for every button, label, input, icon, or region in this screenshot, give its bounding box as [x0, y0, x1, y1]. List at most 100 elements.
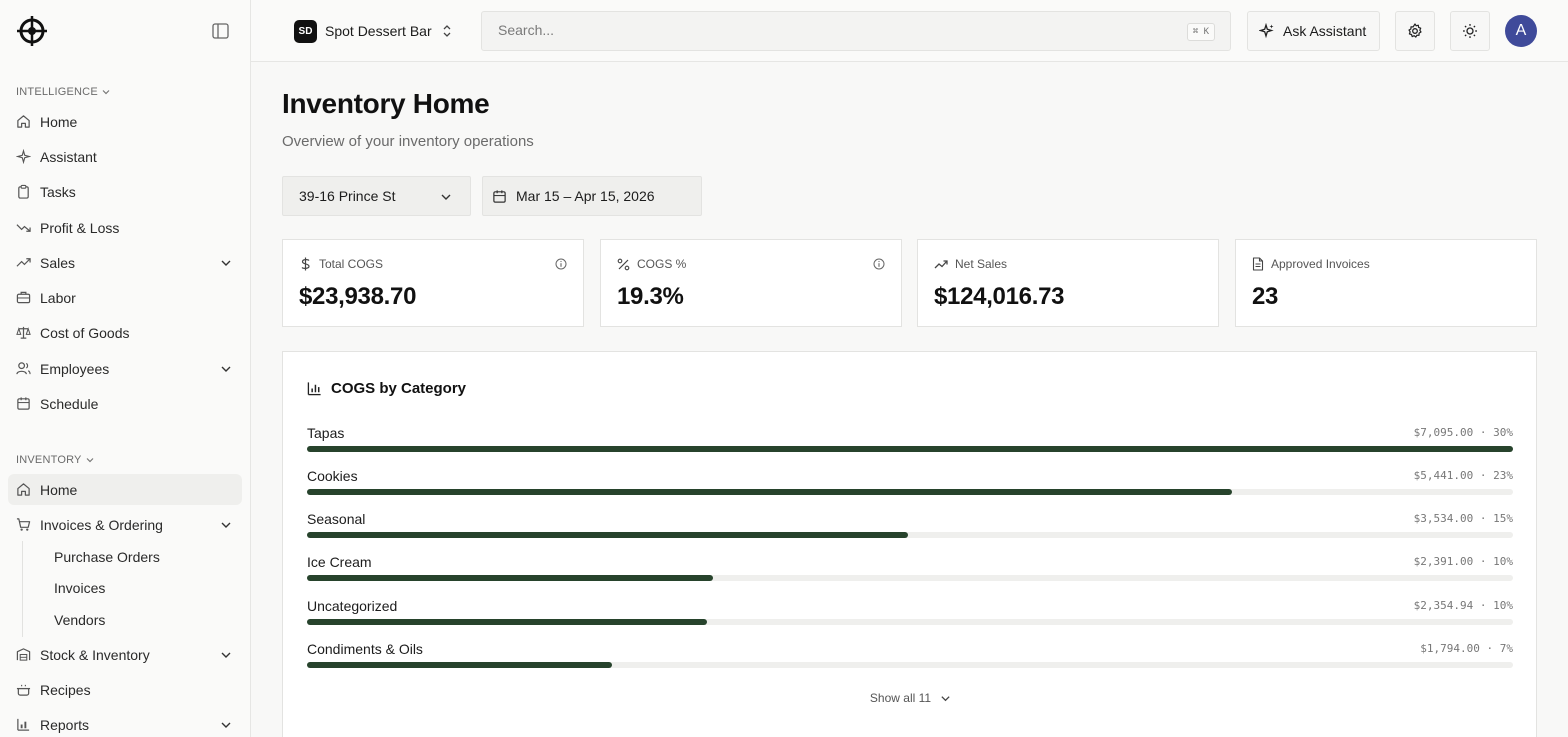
category-bar-fill	[307, 662, 613, 668]
category-bar-track	[307, 575, 1513, 581]
kpi-label: Net Sales	[955, 257, 1008, 271]
sidebar-item-sales[interactable]: Sales	[8, 247, 242, 278]
sun-icon	[1463, 24, 1477, 38]
top-bar: SD Spot Dessert Bar ⌘ K Ask Assistant A	[251, 0, 1568, 62]
users-icon	[16, 362, 31, 375]
sidebar-item-tasks[interactable]: Tasks	[8, 176, 242, 207]
category-bar-fill	[307, 446, 1513, 452]
section-intelligence[interactable]: INTELLIGENCE	[16, 86, 110, 98]
settings-button[interactable]	[1395, 11, 1435, 51]
sparkle-icon	[16, 149, 31, 164]
category-bar-fill	[307, 619, 708, 625]
percent-icon	[617, 258, 630, 270]
info-icon[interactable]	[873, 258, 885, 270]
chevron-down-icon[interactable]	[220, 257, 232, 269]
kpi-card-net-sales: Net Sales $124,016.73	[917, 239, 1219, 327]
chevron-down-icon[interactable]	[220, 519, 232, 531]
logo-icon[interactable]	[16, 15, 48, 47]
sidebar: INTELLIGENCE Home Assistant Tasks Profit…	[0, 0, 251, 737]
scale-icon	[16, 326, 31, 339]
section-inventory[interactable]: INVENTORY	[16, 454, 94, 466]
trend-down-icon	[16, 224, 31, 232]
category-bar-track	[307, 532, 1513, 538]
category-name: Cookies	[307, 468, 358, 484]
card-title: COGS by Category	[331, 380, 467, 397]
category-value: $3,534.00 · 15%	[1413, 512, 1513, 525]
org-badge[interactable]: SD	[294, 20, 317, 43]
date-range-picker[interactable]: Mar 15 – Apr 15, 2026	[482, 176, 702, 216]
category-name: Uncategorized	[307, 598, 398, 614]
sidebar-item-labor[interactable]: Labor	[8, 282, 242, 313]
sidebar-item-reports[interactable]: Reports	[8, 709, 242, 737]
sidebar-item-cost-of-goods[interactable]: Cost of Goods	[8, 317, 242, 348]
chevron-up-down-icon[interactable]	[442, 24, 452, 38]
kpi-value: 23	[1252, 283, 1279, 310]
sidebar-subitem-invoices[interactable]: Invoices	[54, 580, 106, 596]
category-bar-fill	[307, 489, 1232, 495]
chevron-down-icon	[441, 194, 451, 200]
home-icon	[17, 115, 30, 128]
kpi-label: Approved Invoices	[1271, 257, 1370, 271]
cogs-by-category-card: COGS by Category Tapas $7,095.00 · 30% C…	[282, 351, 1537, 737]
trend-up-icon	[934, 260, 948, 269]
calendar-icon	[493, 189, 506, 203]
sidebar-item-schedule[interactable]: Schedule	[8, 388, 242, 419]
category-row[interactable]: Seasonal $3,534.00 · 15%	[307, 511, 1513, 541]
category-bar-track	[307, 619, 1513, 625]
category-row[interactable]: Cookies $5,441.00 · 23%	[307, 468, 1513, 498]
sidebar-item-invoices-ordering[interactable]: Invoices & Ordering	[8, 509, 242, 540]
sidebar-toggle-icon[interactable]	[212, 23, 229, 39]
avatar[interactable]: A	[1505, 15, 1537, 47]
trend-up-icon	[16, 258, 31, 267]
sidebar-item-inventory-home[interactable]: Home	[8, 474, 242, 505]
theme-toggle-button[interactable]	[1450, 11, 1490, 51]
dollar-icon	[301, 257, 310, 271]
location-select[interactable]: 39-16 Prince St	[282, 176, 471, 216]
sidebar-item-home[interactable]: Home	[8, 106, 242, 137]
file-icon	[1252, 257, 1264, 271]
sidebar-subitem-vendors[interactable]: Vendors	[54, 612, 106, 628]
info-icon[interactable]	[555, 258, 567, 270]
home-icon	[17, 483, 30, 496]
chevron-down-icon	[86, 458, 94, 463]
clipboard-icon	[18, 184, 29, 199]
category-row[interactable]: Uncategorized $2,354.94 · 10%	[307, 598, 1513, 628]
sidebar-item-recipes[interactable]: Recipes	[8, 674, 242, 705]
search-input[interactable]	[498, 22, 1098, 38]
kpi-label: COGS %	[637, 257, 687, 271]
category-value: $7,095.00 · 30%	[1413, 426, 1513, 439]
kpi-card-approved-invoices: Approved Invoices 23	[1235, 239, 1537, 327]
submenu-line	[22, 541, 23, 637]
chevron-down-icon[interactable]	[220, 363, 232, 375]
category-name: Condiments & Oils	[307, 641, 423, 657]
ask-assistant-button[interactable]: Ask Assistant	[1247, 11, 1380, 51]
category-row[interactable]: Ice Cream $2,391.00 · 10%	[307, 554, 1513, 584]
page-title: Inventory Home	[282, 88, 490, 119]
briefcase-icon	[16, 291, 31, 304]
search-box[interactable]: ⌘ K	[481, 11, 1231, 51]
chevron-down-icon[interactable]	[220, 649, 232, 661]
kpi-value: 19.3%	[617, 283, 684, 310]
bar-chart-icon	[307, 382, 321, 396]
search-shortcut-badge: ⌘ K	[1186, 23, 1215, 41]
category-value: $2,391.00 · 10%	[1413, 555, 1513, 568]
show-all-button[interactable]: Show all 11	[870, 691, 951, 705]
sidebar-item-profit-loss[interactable]: Profit & Loss	[8, 212, 242, 243]
category-name: Ice Cream	[307, 554, 372, 570]
category-bar-fill	[307, 575, 714, 581]
category-value: $1,794.00 · 7%	[1420, 642, 1513, 655]
kpi-card-total-cogs: Total COGS $23,938.70	[282, 239, 584, 327]
category-row[interactable]: Condiments & Oils $1,794.00 · 7%	[307, 641, 1513, 671]
category-row[interactable]: Tapas $7,095.00 · 30%	[307, 425, 1513, 455]
sidebar-subitem-purchase-orders[interactable]: Purchase Orders	[54, 549, 160, 565]
gear-icon	[1408, 23, 1422, 38]
category-value: $5,441.00 · 23%	[1413, 469, 1513, 482]
category-name: Seasonal	[307, 511, 366, 527]
chevron-down-icon	[102, 90, 110, 95]
org-switcher[interactable]: Spot Dessert Bar	[325, 23, 432, 39]
sidebar-item-assistant[interactable]: Assistant	[8, 141, 242, 172]
sidebar-item-stock-inventory[interactable]: Stock & Inventory	[8, 639, 242, 670]
chevron-down-icon	[941, 695, 950, 701]
sidebar-item-employees[interactable]: Employees	[8, 353, 242, 384]
chevron-down-icon[interactable]	[220, 719, 232, 731]
